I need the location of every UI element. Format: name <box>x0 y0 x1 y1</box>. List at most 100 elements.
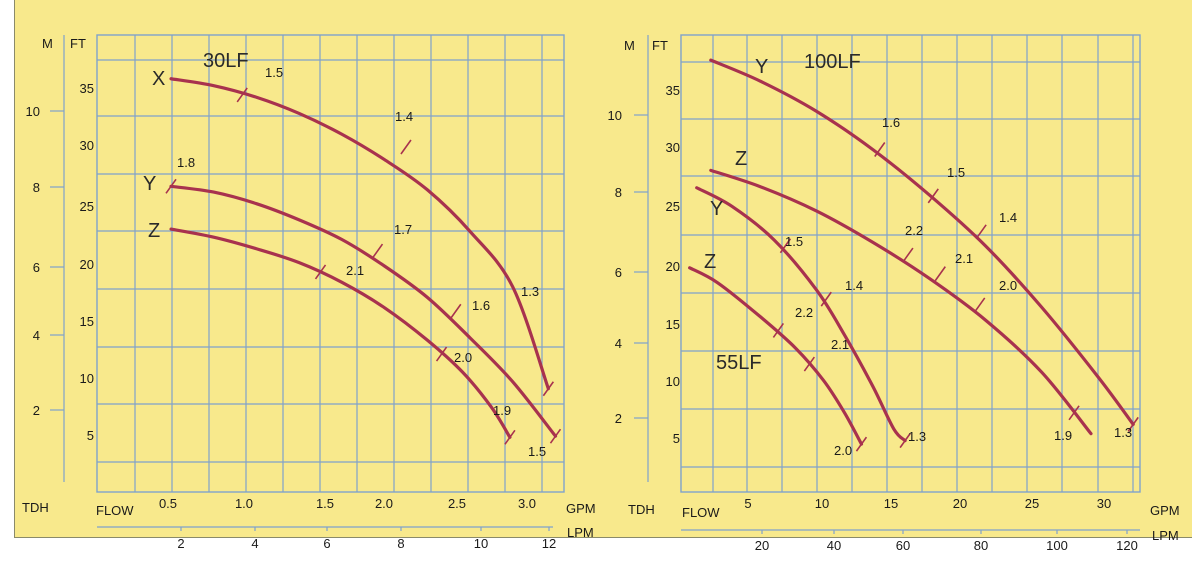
pump-curve-z <box>709 168 1093 436</box>
efficiency-tick-mark <box>934 266 946 282</box>
efficiency-tick-mark <box>1127 416 1139 432</box>
gpm-unit-label: GPM <box>566 501 596 516</box>
chart-30lf: M FT 5 10 15 20 25 30 35 2 4 6 8 10 0.5 1.0 1.5 2.0 2.5 3.0… <box>22 34 596 551</box>
ft-tick-label: 10 <box>80 371 94 386</box>
efficiency-tick-mark <box>549 428 562 444</box>
ft-tick-label: 5 <box>673 431 680 446</box>
gpm-tick-label: 20 <box>953 496 967 511</box>
ft-tick-label: 15 <box>666 317 680 332</box>
efficiency-label: 1.4 <box>999 210 1017 225</box>
efficiency-label: 2.1 <box>955 251 973 266</box>
efficiency-label: 2.0 <box>454 350 472 365</box>
tdh-label: TDH <box>22 500 49 515</box>
efficiency-label: 2.0 <box>834 443 852 458</box>
efficiency-tick-mark <box>779 238 792 254</box>
lpm-tick-label: 40 <box>827 538 841 553</box>
meter-axis-title: M <box>42 36 53 51</box>
efficiency-tick-mark <box>975 224 987 240</box>
plot-area-border <box>680 34 1141 493</box>
flow-label: FLOW <box>96 503 134 518</box>
efficiency-tick-mark <box>974 297 986 313</box>
efficiency-label: 1.5 <box>947 165 965 180</box>
efficiency-tick-mark <box>314 264 327 280</box>
efficiency-label: 1.5 <box>265 65 283 80</box>
gpm-tick-label: 10 <box>815 496 829 511</box>
ft-tick-label: 15 <box>80 314 94 329</box>
gpm-tick-label: 5 <box>744 496 751 511</box>
pump-curve-y <box>695 186 907 443</box>
efficiency-tick-mark <box>504 429 516 445</box>
efficiency-tick-mark <box>899 433 911 449</box>
figure-frame <box>14 0 1192 538</box>
lpm-tick-label: 80 <box>974 538 988 553</box>
gpm-unit-label: GPM <box>1150 503 1180 518</box>
m-tick-label: 8 <box>615 185 622 200</box>
gpm-tick-label: 30 <box>1097 496 1111 511</box>
efficiency-label: 1.6 <box>472 298 490 313</box>
pump-curve-z <box>688 266 864 446</box>
series-label-z: Z <box>704 251 716 273</box>
lpm-tick-label: 4 <box>251 536 258 551</box>
lpm-tick-label: 60 <box>896 538 910 553</box>
ft-tick-label: 30 <box>80 138 94 153</box>
efficiency-label: 1.7 <box>394 222 412 237</box>
efficiency-tick-mark <box>820 291 832 307</box>
efficiency-label: 1.4 <box>845 278 863 293</box>
m-tick-label: 4 <box>615 336 622 351</box>
m-tick-label: 6 <box>615 265 622 280</box>
panel-background <box>15 0 1192 537</box>
lpm-unit-label: LPM <box>567 525 594 540</box>
efficiency-tick-mark <box>165 178 177 194</box>
gpm-tick-label: 1.0 <box>235 496 253 511</box>
ft-tick-label: 5 <box>87 428 94 443</box>
m-tick-label: 4 <box>33 328 40 343</box>
lpm-unit-label: LPM <box>1152 528 1179 543</box>
pump-curve-z <box>169 227 512 439</box>
pump-curve-y <box>169 184 558 438</box>
gpm-tick-label: 15 <box>884 496 898 511</box>
m-tick-label: 2 <box>615 411 622 426</box>
efficiency-tick-mark <box>400 139 412 155</box>
lpm-tick-label: 12 <box>542 536 556 551</box>
efficiency-tick-mark <box>855 436 868 452</box>
efficiency-label: 2.2 <box>905 223 923 238</box>
ft-tick-label: 30 <box>666 140 680 155</box>
series-label-z: Z <box>148 220 160 242</box>
ft-tick-label: 25 <box>666 199 680 214</box>
chart-title: 55LF <box>716 352 762 374</box>
efficiency-label: 1.3 <box>908 429 926 444</box>
m-tick-label: 2 <box>33 403 40 418</box>
efficiency-label: 1.8 <box>177 155 195 170</box>
lpm-tick-label: 2 <box>177 536 184 551</box>
lpm-tick-label: 10 <box>474 536 488 551</box>
gpm-tick-label: 2.5 <box>448 496 466 511</box>
efficiency-label: 1.4 <box>395 109 413 124</box>
series-label-x: X <box>152 68 165 90</box>
chart-title: 30LF <box>203 50 249 72</box>
gpm-tick-label: 0.5 <box>159 496 177 511</box>
feet-axis-title: FT <box>70 36 86 51</box>
efficiency-label: 1.9 <box>493 403 511 418</box>
lpm-tick-label: 20 <box>755 538 769 553</box>
lpm-tick-label: 120 <box>1116 538 1138 553</box>
efficiency-label: 1.5 <box>528 444 546 459</box>
ft-tick-label: 20 <box>666 259 680 274</box>
lpm-tick-label: 6 <box>323 536 330 551</box>
efficiency-tick-mark <box>542 381 555 397</box>
pump-curve-x <box>169 77 550 391</box>
efficiency-tick-mark <box>772 322 785 338</box>
series-label-y: Y <box>143 173 156 195</box>
ft-tick-label: 25 <box>80 199 94 214</box>
feet-axis-title: FT <box>652 38 668 53</box>
m-tick-label: 6 <box>33 260 40 275</box>
efficiency-label: 1.9 <box>1054 428 1072 443</box>
gpm-tick-label: 1.5 <box>316 496 334 511</box>
gpm-tick-label: 3.0 <box>518 496 536 511</box>
ft-tick-label: 35 <box>666 83 680 98</box>
efficiency-label: 1.3 <box>521 284 539 299</box>
lpm-tick-label: 8 <box>397 536 404 551</box>
ft-tick-label: 20 <box>80 257 94 272</box>
efficiency-label: 2.1 <box>346 263 364 278</box>
efficiency-label: 2.0 <box>999 278 1017 293</box>
